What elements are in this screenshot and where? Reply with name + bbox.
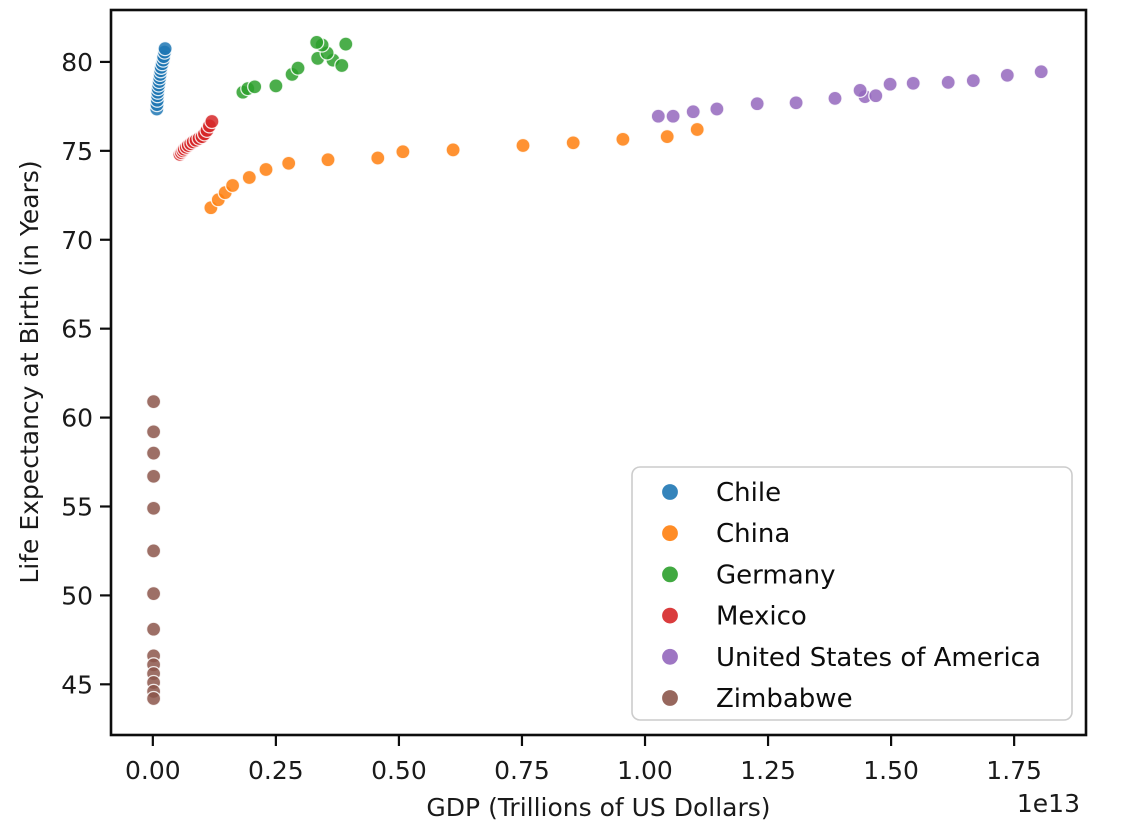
- legend-label: Germany: [716, 560, 836, 590]
- data-point: [788, 95, 804, 111]
- legend-label: Chile: [716, 478, 781, 508]
- data-point: [852, 82, 868, 99]
- data-point: [145, 543, 162, 559]
- data-point: [827, 90, 843, 107]
- data-point: [565, 135, 581, 151]
- data-point: [650, 108, 666, 124]
- data-point: [145, 424, 162, 440]
- x-tick-label: 1.50: [863, 756, 919, 785]
- x-tick-label: 0.00: [125, 756, 181, 785]
- data-point: [659, 128, 675, 145]
- data-point: [905, 75, 921, 91]
- plot-area-spines: [109, 8, 1088, 737]
- data-point: [665, 108, 681, 124]
- data-point: [145, 468, 162, 484]
- data-point: [309, 34, 325, 51]
- y-tick-label: 50: [61, 581, 93, 610]
- y-tick-label: 70: [61, 226, 93, 255]
- legend-label: Mexico: [716, 602, 807, 632]
- data-point: [241, 169, 257, 186]
- data-point: [395, 144, 411, 160]
- legend-box: [631, 466, 1073, 721]
- zimbabwe-legend-marker-icon: [660, 688, 680, 708]
- data-point: [281, 155, 297, 171]
- series-united-states-of-america: [650, 64, 1049, 124]
- x-tick-label: 0.50: [371, 756, 427, 785]
- y-tick-label: 55: [61, 492, 93, 521]
- chile-legend-marker-icon: [660, 482, 680, 502]
- data-point: [685, 104, 701, 120]
- united-states-of-america-legend-marker-icon: [660, 647, 680, 666]
- data-point: [268, 78, 284, 94]
- germany-legend-marker-icon: [660, 565, 680, 584]
- data-point: [882, 76, 898, 92]
- data-point: [224, 177, 241, 194]
- data-point: [290, 60, 306, 76]
- y-axis-label: Life Expectancy at Birth (in Years): [15, 160, 44, 583]
- x-tick-label: 1.00: [617, 756, 673, 785]
- series-china: [203, 121, 705, 216]
- y-tick-label: 65: [61, 315, 93, 344]
- series-germany: [235, 34, 354, 100]
- data-point: [940, 74, 956, 91]
- y-tick-label: 80: [61, 48, 93, 77]
- x-tick-label: 1.75: [986, 756, 1042, 785]
- data-point: [145, 690, 162, 707]
- legend: Chile China Germany Mexico United States of …: [631, 466, 1073, 721]
- data-point: [689, 121, 705, 138]
- series-mexico: [172, 113, 220, 163]
- x-axis-label: GDP (Trillions of US Dollars): [426, 793, 770, 822]
- mexico-legend-marker-icon: [660, 606, 680, 625]
- data-point: [1033, 64, 1049, 80]
- legend-label: Zimbabwe: [716, 684, 853, 714]
- data-point: [868, 88, 884, 104]
- x-tick-label: 1.25: [740, 756, 796, 785]
- legend-label: United States of America: [716, 643, 1041, 673]
- x-axis-offset-label: 1e13: [1017, 789, 1080, 818]
- series-zimbabwe: [145, 393, 162, 707]
- x-tick-label: 0.25: [248, 756, 304, 785]
- data-point: [515, 137, 531, 154]
- x-tick-label: 0.75: [494, 756, 550, 785]
- data-point: [145, 500, 162, 516]
- data-point: [709, 101, 725, 117]
- data-point: [320, 152, 336, 168]
- y-tick-label: 60: [61, 404, 93, 433]
- data-point: [204, 113, 220, 130]
- data-point: [145, 445, 162, 461]
- data-point: [999, 67, 1015, 83]
- data-point: [749, 96, 765, 112]
- data-point: [615, 131, 631, 147]
- legend-label: China: [716, 519, 790, 549]
- data-point: [247, 79, 263, 95]
- series-chile: [149, 40, 173, 117]
- data-point: [145, 393, 162, 410]
- data-point: [965, 72, 981, 89]
- data-point: [370, 150, 386, 166]
- data-point: [258, 161, 274, 178]
- data-point: [145, 585, 162, 602]
- data-point: [338, 36, 354, 52]
- y-tick-label: 75: [61, 137, 93, 166]
- y-tick-label: 45: [61, 670, 93, 699]
- data-point: [145, 621, 162, 637]
- data-point: [157, 40, 173, 57]
- china-legend-marker-icon: [660, 524, 680, 543]
- data-point: [334, 57, 350, 74]
- data-point: [445, 142, 461, 158]
